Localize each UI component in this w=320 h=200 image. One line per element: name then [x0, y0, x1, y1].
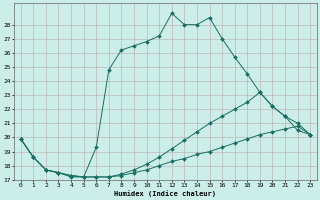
X-axis label: Humidex (Indice chaleur): Humidex (Indice chaleur) [115, 190, 217, 197]
